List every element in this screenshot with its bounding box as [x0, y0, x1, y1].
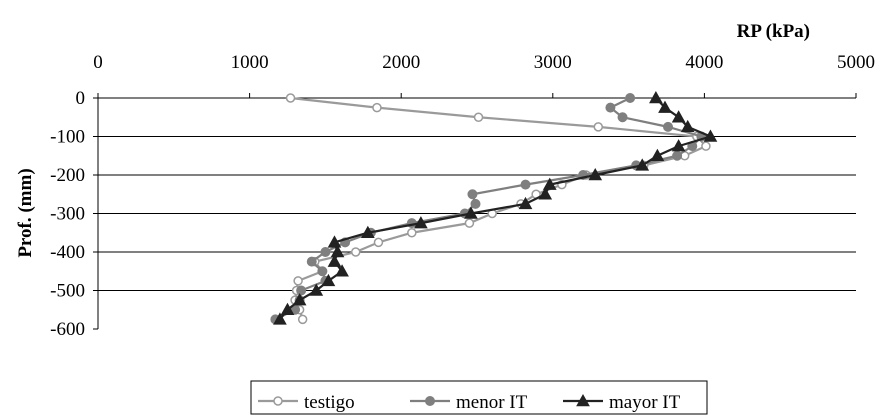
data-point [671, 110, 686, 123]
data-point [327, 235, 342, 248]
data-point [703, 129, 718, 142]
data-point [588, 167, 603, 181]
data-point [649, 90, 663, 104]
y-tick-label: -300 [50, 204, 85, 225]
y-tick-label: -400 [50, 242, 85, 263]
data-point [414, 216, 428, 229]
data-point [467, 189, 478, 200]
x-tick-label: 0 [93, 52, 103, 73]
y-tick-label: -500 [50, 281, 85, 302]
data-point [407, 228, 417, 238]
data-point [605, 102, 616, 113]
data-point [317, 266, 328, 277]
y-axis-title: Prof. (mm) [15, 168, 36, 257]
data-point [518, 196, 533, 210]
data-point [350, 247, 361, 257]
legend-box [250, 380, 708, 415]
data-point [650, 148, 665, 162]
data-point [360, 225, 375, 239]
data-point [373, 237, 384, 248]
y-tick-label: 0 [76, 88, 86, 109]
x-tick-label: 4000 [685, 52, 723, 73]
data-point [470, 198, 481, 209]
data-point [273, 312, 287, 325]
data-point [293, 276, 303, 286]
data-point [593, 122, 604, 132]
legend-swatch-marker [425, 396, 435, 406]
data-point [335, 264, 349, 277]
y-tick-label: -600 [50, 319, 85, 340]
legend-swatch-marker [273, 396, 283, 406]
x-tick-label: 1000 [231, 52, 269, 73]
series-mayor-it [273, 90, 718, 325]
data-point [297, 314, 308, 325]
data-point [464, 218, 475, 228]
data-point [330, 244, 345, 258]
data-point [538, 187, 553, 200]
legend: testigo menor IT mayor IT [250, 380, 708, 415]
data-point [464, 206, 478, 219]
data-point [320, 247, 331, 257]
data-point [309, 283, 324, 296]
x-tick-label: 5000 [837, 52, 875, 73]
series-menor-it [270, 93, 707, 325]
legend-label: menor IT [456, 392, 528, 413]
data-point [680, 119, 695, 133]
data-point [625, 93, 636, 103]
data-point [658, 100, 672, 113]
legend-label: testigo [304, 392, 355, 413]
x-tick-labels: 0 1000 2000 3000 4000 5000 [93, 52, 875, 73]
x-axis-title: RP (kPa) [737, 21, 810, 42]
data-point [473, 112, 484, 122]
data-point [542, 177, 557, 190]
x-tick-label: 3000 [534, 52, 572, 73]
data-point [285, 93, 296, 103]
data-point [321, 273, 336, 287]
data-point [663, 121, 674, 132]
data-point [617, 112, 628, 123]
data-point [296, 285, 307, 296]
y-tick-label: -100 [50, 127, 85, 148]
data-point [292, 293, 307, 306]
data-point [327, 254, 342, 267]
axes [93, 93, 857, 330]
legend-swatch-marker [576, 393, 590, 407]
series-layer [270, 90, 718, 325]
data-point [520, 179, 531, 190]
x-tick-label: 2000 [382, 52, 420, 73]
data-point [671, 139, 686, 152]
legend-entry: menor IT [410, 392, 528, 413]
data-point [635, 158, 650, 171]
legend-entry: testigo [258, 392, 355, 413]
data-point [280, 302, 295, 316]
data-point [306, 256, 317, 267]
legend-label: mayor IT [609, 392, 681, 413]
y-tick-label: -200 [50, 165, 85, 186]
y-tick-labels: 0 -100 -200 -300 -400 -500 -600 [50, 88, 85, 340]
legend-entry: mayor IT [563, 392, 681, 413]
data-point [701, 141, 711, 151]
data-point [672, 150, 683, 161]
data-point [372, 102, 382, 113]
